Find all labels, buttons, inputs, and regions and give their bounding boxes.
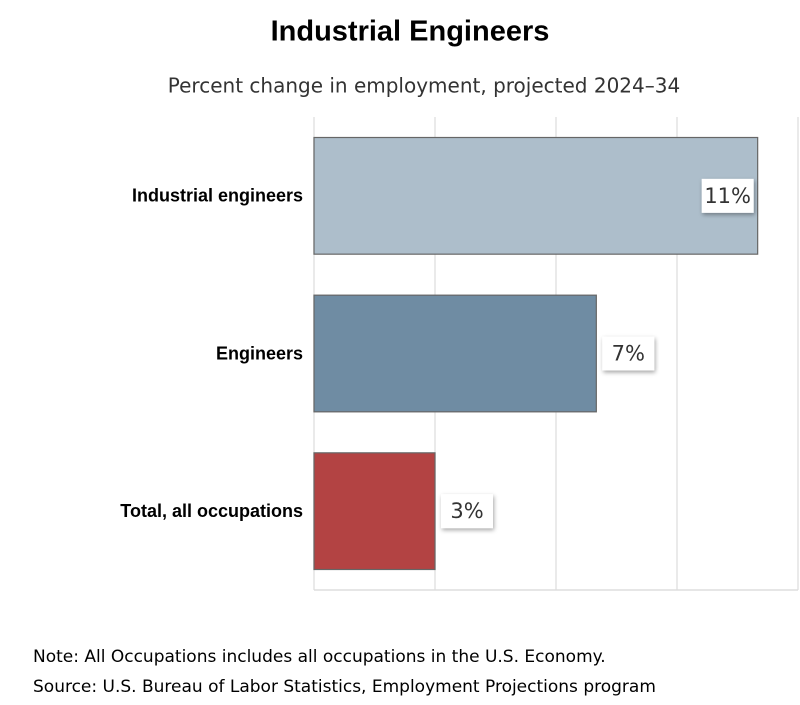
value-label-box (602, 336, 655, 371)
value-label: 7% (612, 342, 645, 366)
value-label: 11% (704, 184, 751, 208)
value-label-box (701, 178, 754, 213)
note: Note: All Occupations includes all occup… (33, 647, 606, 667)
chart-subtitle: Percent change in employment, projected … (168, 74, 680, 98)
value-label: 3% (450, 499, 483, 523)
y-tick-label: Industrial engineers (132, 186, 303, 206)
value-label-box (441, 494, 493, 529)
chart-title: Industrial Engineers (271, 16, 550, 48)
bar (313, 136, 759, 255)
source: Source: U.S. Bureau of Labor Statistics,… (33, 677, 656, 697)
y-tick-label: Engineers (216, 343, 303, 363)
bar (313, 294, 597, 413)
bar (313, 452, 436, 571)
y-tick-label: Total, all occupations (120, 501, 303, 521)
